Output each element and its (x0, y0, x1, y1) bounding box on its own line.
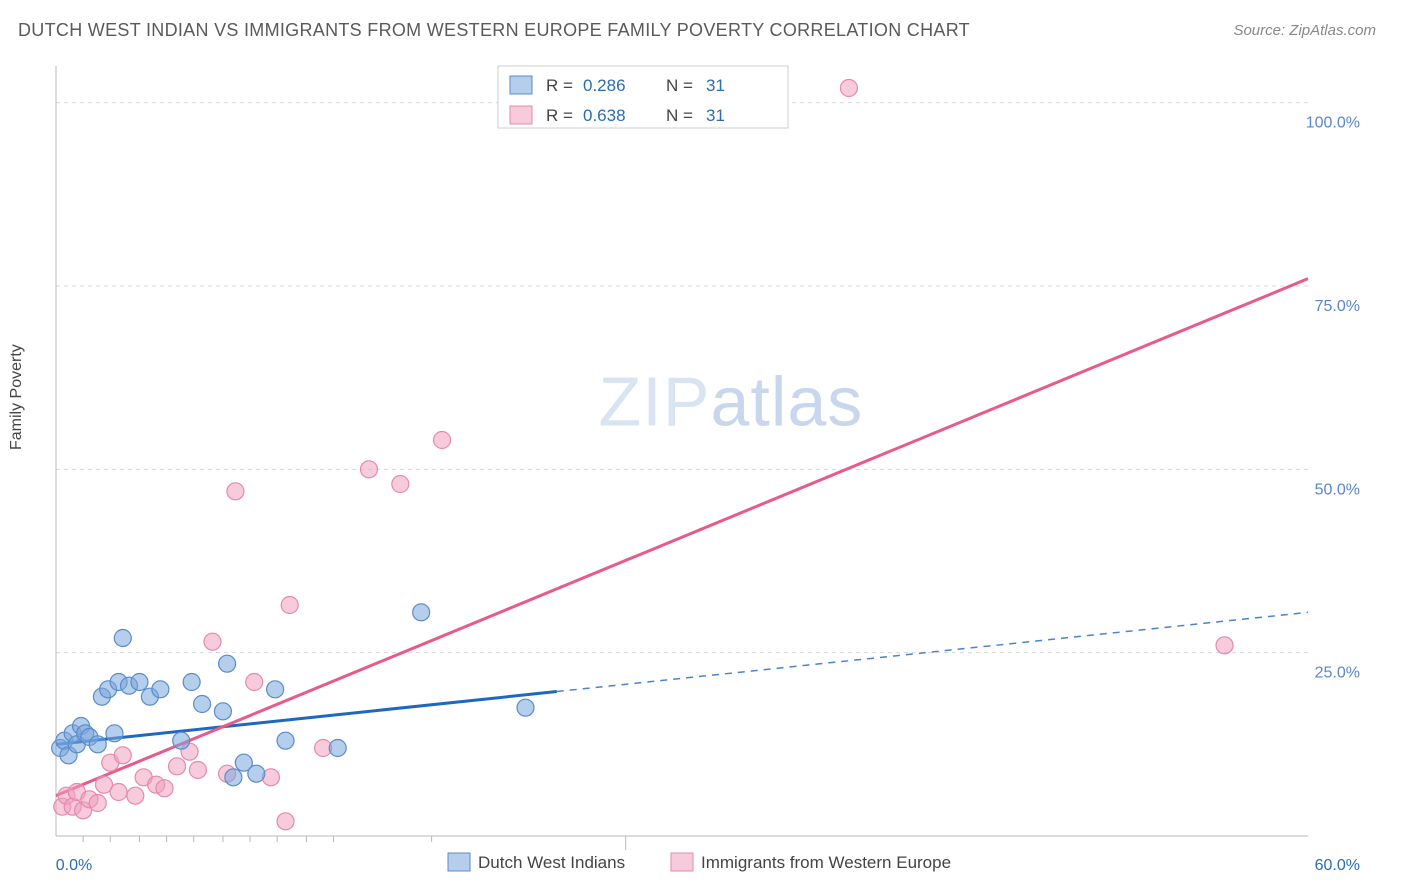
trendline-pink (56, 279, 1308, 796)
legend-r-label: R = (546, 76, 573, 95)
data-point (173, 732, 190, 749)
correlation-legend (498, 66, 788, 128)
data-point (89, 795, 106, 812)
y-tick-label: 25.0% (1315, 665, 1360, 682)
scatter-plot: ZIPatlas 25.0% 50.0% 75.0% 100.0% 0.0% 60.0% R … (48, 60, 1388, 880)
data-point (246, 674, 263, 691)
x-tick-label: 60.0% (1315, 857, 1360, 874)
data-point (106, 725, 123, 742)
data-point (361, 461, 378, 478)
legend-swatch (510, 106, 532, 124)
legend-r-value: 0.638 (583, 106, 626, 125)
data-point (517, 699, 534, 716)
data-point (114, 747, 131, 764)
data-point (329, 740, 346, 757)
legend-swatch (510, 76, 532, 94)
data-point (110, 784, 127, 801)
data-point (1216, 637, 1233, 654)
x-tick-label: 0.0% (56, 857, 92, 874)
legend-r-label: R = (546, 106, 573, 125)
trendline-blue-solid (56, 692, 557, 745)
data-point (204, 633, 221, 650)
data-point (127, 787, 144, 804)
data-point (267, 681, 284, 698)
data-point (219, 655, 236, 672)
y-tick-label: 50.0% (1315, 481, 1360, 498)
data-point (189, 762, 206, 779)
data-point (131, 674, 148, 691)
chart-container: DUTCH WEST INDIAN VS IMMIGRANTS FROM WES… (0, 0, 1406, 892)
legend-series-label: Immigrants from Western Europe (701, 853, 951, 872)
data-point (194, 696, 211, 713)
legend-n-label: N = (666, 76, 693, 95)
data-point (183, 674, 200, 691)
legend-swatch (448, 853, 470, 871)
data-point (277, 813, 294, 830)
legend-n-label: N = (666, 106, 693, 125)
data-point (840, 80, 857, 97)
data-point (434, 432, 451, 449)
data-point (89, 736, 106, 753)
data-point (392, 476, 409, 493)
watermark: ZIPatlas (599, 362, 864, 440)
y-tick-label: 100.0% (1306, 115, 1360, 132)
legend-n-value: 31 (706, 76, 725, 95)
data-point (156, 780, 173, 797)
data-point (114, 630, 131, 647)
data-point (248, 765, 265, 782)
data-point (227, 483, 244, 500)
legend-r-value: 0.286 (583, 76, 626, 95)
data-point (169, 758, 186, 775)
legend-swatch (671, 853, 693, 871)
data-point (281, 597, 298, 614)
source-label: Source: ZipAtlas.com (1233, 22, 1376, 39)
data-point (225, 769, 242, 786)
data-point (277, 732, 294, 749)
data-point (413, 604, 430, 621)
trendline-blue-dash (557, 612, 1308, 691)
chart-title: DUTCH WEST INDIAN VS IMMIGRANTS FROM WES… (18, 20, 970, 41)
y-tick-label: 75.0% (1315, 298, 1360, 315)
legend-n-value: 31 (706, 106, 725, 125)
y-axis-label: Family Poverty (8, 344, 26, 450)
data-point (214, 703, 231, 720)
legend-series-label: Dutch West Indians (478, 853, 625, 872)
data-point (152, 681, 169, 698)
